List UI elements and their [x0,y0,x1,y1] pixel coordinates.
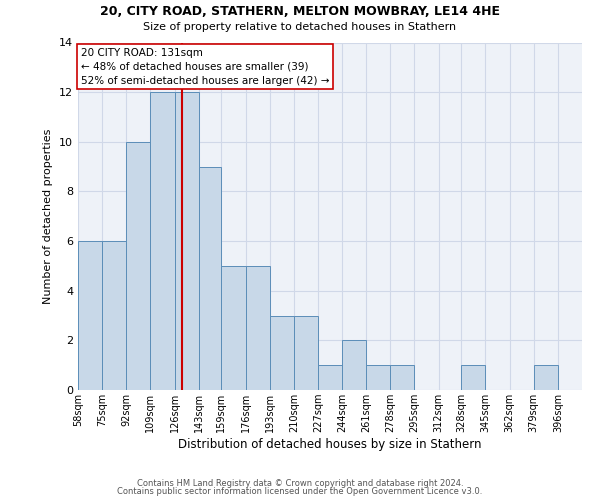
Bar [199,166,221,390]
Bar [366,365,391,390]
Bar [391,365,415,390]
Bar [175,92,199,390]
X-axis label: Distribution of detached houses by size in Stathern: Distribution of detached houses by size … [178,438,482,451]
Bar [221,266,245,390]
Bar [342,340,366,390]
Bar [245,266,269,390]
Bar [294,316,318,390]
Bar [78,241,102,390]
Y-axis label: Number of detached properties: Number of detached properties [43,128,53,304]
Text: 20, CITY ROAD, STATHERN, MELTON MOWBRAY, LE14 4HE: 20, CITY ROAD, STATHERN, MELTON MOWBRAY,… [100,5,500,18]
Bar [269,316,294,390]
Bar [126,142,151,390]
Text: Size of property relative to detached houses in Stathern: Size of property relative to detached ho… [143,22,457,32]
Text: 20 CITY ROAD: 131sqm
← 48% of detached houses are smaller (39)
52% of semi-detac: 20 CITY ROAD: 131sqm ← 48% of detached h… [80,48,329,86]
Text: Contains public sector information licensed under the Open Government Licence v3: Contains public sector information licen… [118,487,482,496]
Bar [534,365,558,390]
Bar [151,92,175,390]
Bar [102,241,126,390]
Text: Contains HM Land Registry data © Crown copyright and database right 2024.: Contains HM Land Registry data © Crown c… [137,478,463,488]
Bar [461,365,485,390]
Bar [318,365,342,390]
